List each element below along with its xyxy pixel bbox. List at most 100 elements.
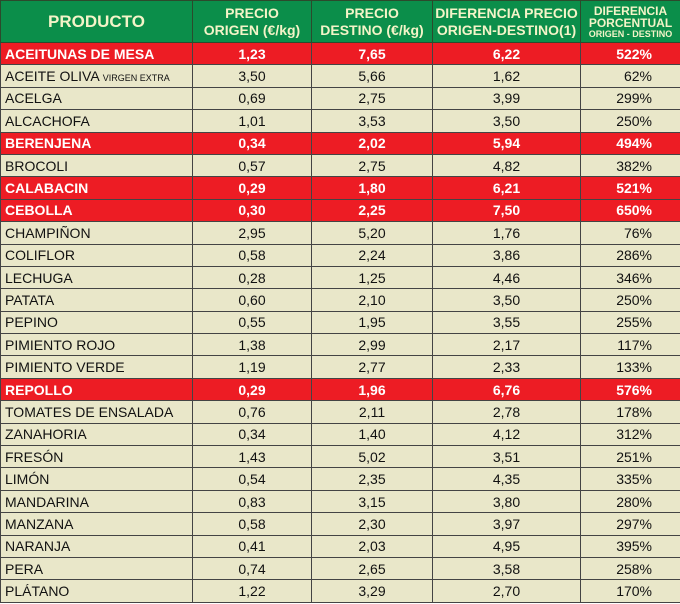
product-name: MANZANA [0,512,193,536]
table-row: ZANAHORIA 0,34 1,40 4,12 312% [0,422,680,447]
product-name: FRESÓN [0,445,193,469]
diferencia-precio: 3,55 [432,310,581,335]
table-row: LECHUGA 0,28 1,25 4,46 346% [0,265,680,290]
header-text: DIFERENCIA PRECIO [435,4,578,21]
precio-origen: 0,30 [192,198,312,223]
header-precio-destino: PRECIO DESTINO (€/kg) [311,0,433,43]
product-name: BERENJENA [0,131,193,155]
header-text: DESTINO (€/kg) [320,21,424,38]
product-label: PIMIENTO VERDE [5,359,125,376]
precio-origen: 0,34 [192,422,312,447]
diferencia-porcentual: 133% [580,355,680,379]
product-name: PIMIENTO VERDE [0,355,193,379]
table-row: CEBOLLA 0,30 2,25 7,50 650% [0,198,680,223]
diferencia-porcentual: 255% [580,310,680,335]
product-name: MANDARINA [0,489,193,514]
table-row: CHAMPIÑON 2,95 5,20 1,76 76% [0,221,680,245]
diferencia-porcentual: 346% [580,265,680,290]
product-label: CALABACIN [5,180,89,197]
product-name: PLÁTANO [0,579,193,603]
product-name: LECHUGA [0,265,193,290]
header-precio-origen: PRECIO ORIGEN (€/kg) [192,0,312,43]
diferencia-precio: 3,99 [432,86,581,111]
product-label: FRESÓN [5,448,64,465]
precio-origen: 0,28 [192,265,312,290]
diferencia-porcentual: 170% [580,579,680,603]
product-name: COLIFLOR [0,243,193,267]
header-text: ORIGEN (€/kg) [203,21,301,38]
table-row: PIMIENTO ROJO 1,38 2,99 2,17 117% [0,333,680,357]
precio-destino: 2,77 [311,355,433,379]
diferencia-precio: 5,94 [432,131,581,155]
diferencia-precio: 4,95 [432,534,581,558]
precio-origen: 1,19 [192,355,312,379]
precio-origen: 1,01 [192,109,312,133]
table-row: MANDARINA 0,83 3,15 3,80 280% [0,489,680,514]
precio-destino: 3,15 [311,489,433,514]
precio-destino: 2,03 [311,534,433,558]
precio-destino: 1,96 [311,377,433,402]
diferencia-porcentual: 576% [580,377,680,402]
precio-destino: 3,53 [311,109,433,133]
diferencia-precio: 3,97 [432,512,581,536]
product-label: LECHUGA [5,269,73,286]
precio-destino: 1,95 [311,310,433,335]
product-name: PEPINO [0,310,193,335]
precio-destino: 2,75 [311,86,433,111]
diferencia-porcentual: 62% [580,64,680,88]
diferencia-precio: 1,76 [432,221,581,245]
diferencia-porcentual: 382% [580,153,680,178]
product-name: PERA [0,556,193,581]
table-row: MANZANA 0,58 2,30 3,97 297% [0,512,680,536]
precio-destino: 7,65 [311,41,433,66]
diferencia-porcentual: 178% [580,400,680,424]
product-name: NARANJA [0,534,193,558]
diferencia-precio: 2,78 [432,400,581,424]
diferencia-precio: 3,51 [432,445,581,469]
precio-destino: 1,25 [311,265,433,290]
product-label: MANDARINA [5,493,90,510]
product-label: PATATA [5,291,55,308]
product-name: CEBOLLA [0,198,193,223]
diferencia-precio: 4,12 [432,422,581,447]
diferencia-precio: 6,21 [432,176,581,200]
precio-origen: 0,69 [192,86,312,111]
diferencia-porcentual: 650% [580,198,680,223]
product-name: LIMÓN [0,467,193,491]
precio-origen: 0,57 [192,153,312,178]
table-row: PERA 0,74 2,65 3,58 258% [0,556,680,581]
diferencia-precio: 7,50 [432,198,581,223]
product-label: BERENJENA [5,135,92,152]
product-label: CEBOLLA [5,202,73,219]
table-row: ALCACHOFA 1,01 3,53 3,50 250% [0,109,680,133]
diferencia-precio: 2,33 [432,355,581,379]
product-name: CALABACIN [0,176,193,200]
table-row: CALABACIN 0,29 1,80 6,21 521% [0,176,680,200]
precio-origen: 0,55 [192,310,312,335]
precio-origen: 0,58 [192,512,312,536]
table-row: PIMIENTO VERDE 1,19 2,77 2,33 133% [0,355,680,379]
product-label: TOMATES DE ENSALADA [5,403,174,420]
product-label: COLIFLOR [5,247,76,264]
diferencia-porcentual: 250% [580,109,680,133]
precio-origen: 0,29 [192,176,312,200]
header-row: PRODUCTO PRECIO ORIGEN (€/kg) PRECIO DESTI… [0,0,680,43]
product-label: LIMÓN [5,471,50,488]
table-row: ACEITUNAS DE MESA 1,23 7,65 6,22 522% [0,41,680,66]
product-label: NARANJA [5,538,71,555]
diferencia-porcentual: 395% [580,534,680,558]
precio-origen: 0,58 [192,243,312,267]
diferencia-porcentual: 312% [580,422,680,447]
product-label: PLÁTANO [5,583,70,600]
precio-destino: 2,65 [311,556,433,581]
precio-origen: 0,34 [192,131,312,155]
header-text: PRECIO [225,4,279,21]
diferencia-porcentual: 297% [580,512,680,536]
diferencia-porcentual: 250% [580,288,680,312]
precio-origen: 0,41 [192,534,312,558]
diferencia-porcentual: 335% [580,467,680,491]
header-text: DIFERENCIA [593,3,668,18]
product-label: PIMIENTO ROJO [5,336,116,353]
diferencia-precio: 3,58 [432,556,581,581]
product-name: TOMATES DE ENSALADA [0,400,193,424]
